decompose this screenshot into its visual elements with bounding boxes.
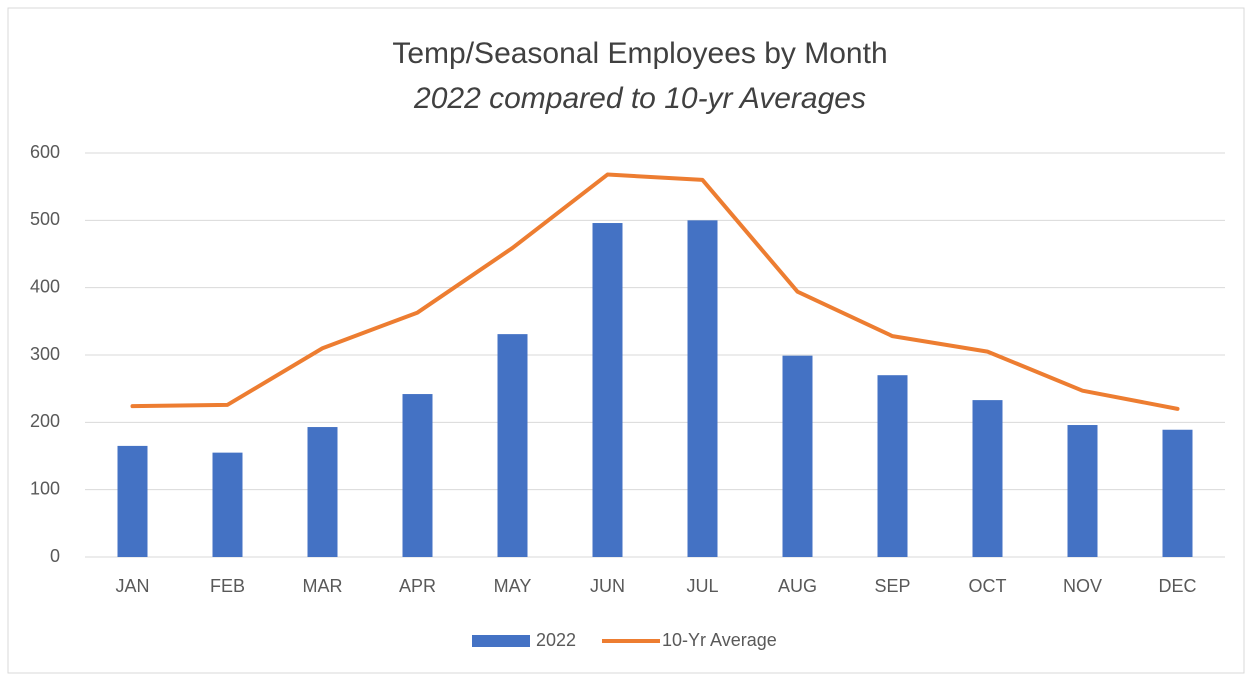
bar [687,220,718,558]
bar [592,223,623,557]
x-tick-label: SEP [874,576,910,596]
x-tick-label: DEC [1158,576,1196,596]
bar [877,375,908,557]
legend-swatch [472,635,530,647]
x-tick-label: APR [399,576,436,596]
bar [972,400,1003,557]
chart-title: Temp/Seasonal Employees by Month [392,37,887,70]
bar [1162,429,1193,557]
y-tick-label: 0 [50,546,60,566]
x-tick-label: NOV [1063,576,1102,596]
y-tick-label: 600 [30,142,60,162]
x-tick-label: MAY [494,576,532,596]
x-tick-label: MAR [303,576,343,596]
bar [307,427,338,557]
y-tick-label: 500 [30,209,60,229]
bar [497,334,528,557]
chart-border [7,7,1245,674]
bar [1067,425,1098,557]
y-tick-label: 400 [30,276,60,296]
legend-label: 10-Yr Average [662,630,777,650]
x-tick-label: AUG [778,576,817,596]
bar [402,394,433,557]
x-tick-label: JUN [590,576,625,596]
line [130,172,1180,411]
y-tick-label: 300 [30,344,60,364]
bar [782,355,813,557]
bar [117,445,148,557]
x-tick-label: FEB [210,576,245,596]
x-tick-label: OCT [969,576,1007,596]
x-tick-label: JUL [686,576,718,596]
legend-label: 2022 [536,630,576,650]
x-tick-label: JAN [115,576,149,596]
y-tick-label: 100 [30,478,60,498]
chart-subtitle: 2022 compared to 10-yr Averages [413,82,866,115]
y-tick-label: 200 [30,411,60,431]
bar [212,452,243,557]
